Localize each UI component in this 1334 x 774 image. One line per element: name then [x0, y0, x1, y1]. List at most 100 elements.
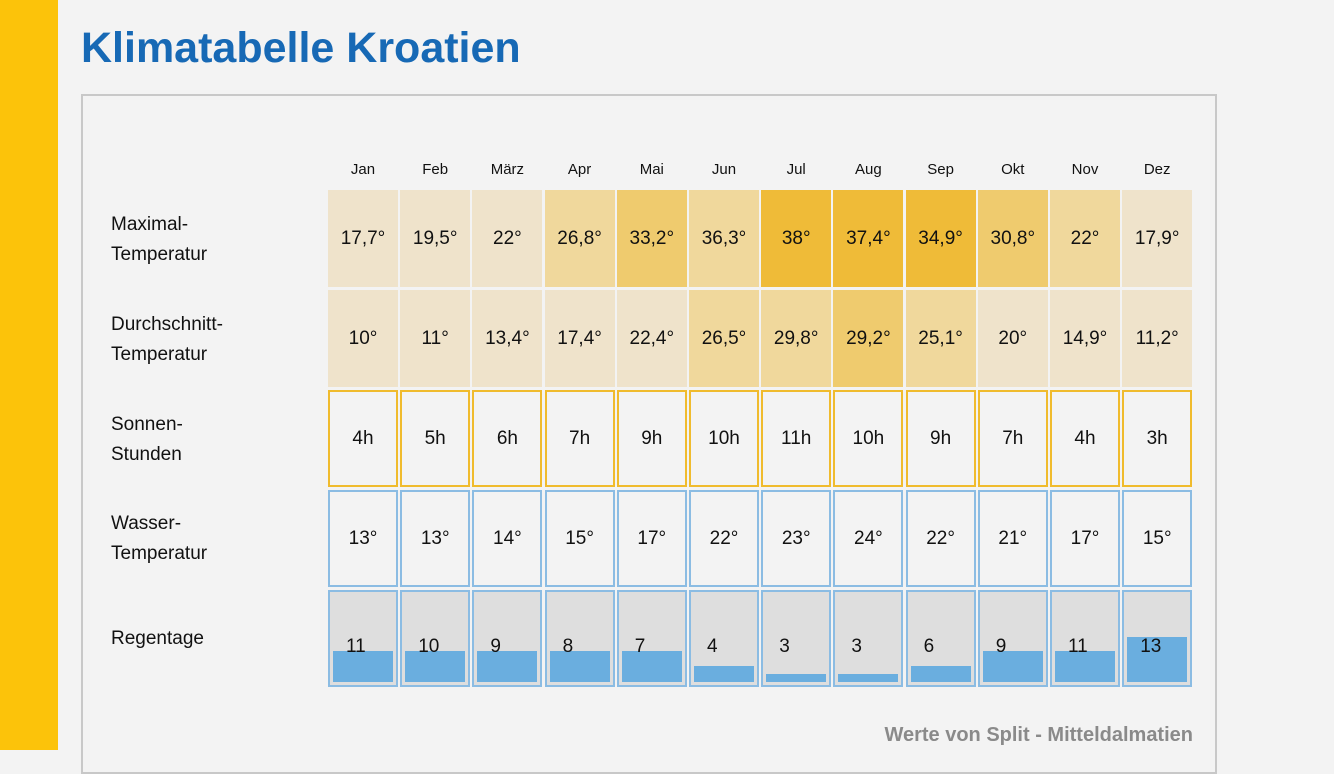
- rain-days-bar: [1127, 636, 1188, 682]
- max-temperature-cell: 26,8°: [544, 190, 615, 287]
- rain-days-value: 10: [418, 636, 440, 657]
- sun-hours-cell: 9h: [905, 390, 976, 487]
- avg-temperature-cell: 20°: [977, 290, 1048, 387]
- rain-days-value: 11: [1068, 636, 1088, 657]
- water-temperature-cell: 13°: [400, 490, 471, 587]
- avg-temperature-cell: 13,4°: [472, 290, 543, 387]
- rain-days-bar: [621, 651, 682, 682]
- row-label-rain-days: Regentage: [111, 624, 204, 654]
- rain-days-cell: 9: [977, 590, 1048, 687]
- water-temperature-cell: 13°: [328, 490, 398, 587]
- max-temperature-cell: 37,4°: [833, 190, 904, 287]
- row-label-line: Sonnen-: [111, 414, 183, 435]
- water-temperature-cell: 17°: [1050, 490, 1120, 587]
- water-temperature-cell: 21°: [977, 490, 1048, 587]
- rain-days-cell: 10: [400, 590, 471, 687]
- avg-temperature-cell: 14,9°: [1050, 290, 1120, 387]
- rain-days-value: 11: [346, 636, 366, 657]
- rain-days-bar: [910, 666, 971, 682]
- rain-days-cell: 11: [328, 590, 398, 687]
- rain-days-value: 3: [779, 636, 790, 657]
- rain-days-bar: [838, 674, 899, 682]
- water-temperature-cell: 22°: [689, 490, 759, 587]
- rain-days-cell: 9: [472, 590, 543, 687]
- avg-temperature-cell: 26,5°: [689, 290, 759, 387]
- row-label-line: Regentage: [111, 628, 204, 649]
- sun-hours-cell: 7h: [544, 390, 615, 487]
- rain-days-bar: [982, 651, 1043, 682]
- water-temperature-cell: 17°: [616, 490, 687, 587]
- sun-hours-cell: 4h: [328, 390, 398, 487]
- month-header: Aug: [855, 161, 882, 178]
- rain-days-cell: 6: [905, 590, 976, 687]
- sun-hours-cell: 3h: [1122, 390, 1193, 487]
- water-temperature-cell: 22°: [905, 490, 976, 587]
- max-temperature-cell: 22°: [472, 190, 543, 287]
- row-label-line: Temperatur: [111, 244, 208, 265]
- rain-days-value: 6: [923, 636, 935, 657]
- page-title: Klimatabelle Kroatien: [81, 24, 521, 72]
- rain-days-bar: [549, 651, 610, 682]
- sun-hours-cell: 7h: [977, 390, 1048, 487]
- month-header: März: [490, 161, 525, 178]
- month-header: Dez: [1143, 161, 1171, 178]
- rain-days-cell: 7: [616, 590, 687, 687]
- max-temperature-cell: 19,5°: [400, 190, 471, 287]
- rain-days-bar: [694, 666, 754, 682]
- source-note: Werte von Split - Mitteldalmatien: [884, 724, 1193, 746]
- row-label-max-temperature: Maximal- Temperatur: [111, 210, 207, 270]
- month-header: Jul: [786, 161, 806, 178]
- max-temperature-cell: 30,8°: [977, 190, 1048, 287]
- row-label-line: Temperatur: [111, 344, 208, 365]
- avg-temperature-cell: 22,4°: [616, 290, 687, 387]
- max-temperature-cell: 17,7°: [328, 190, 398, 287]
- avg-temperature-cell: 11,2°: [1122, 290, 1193, 387]
- month-header: Okt: [1001, 161, 1025, 178]
- accent-side-bar: [0, 0, 58, 750]
- month-header: Jun: [711, 161, 737, 178]
- sun-hours-cell: 9h: [616, 390, 687, 487]
- row-label-water-temperature: Wasser- Temperatur: [111, 509, 207, 569]
- rain-days-bar: [766, 674, 827, 682]
- max-temperature-cell: 22°: [1050, 190, 1120, 287]
- water-temperature-cell: 24°: [833, 490, 904, 587]
- row-label-line: Maximal-: [111, 214, 189, 235]
- max-temperature-cell: 36,3°: [689, 190, 759, 287]
- rain-days-bar: [1055, 651, 1115, 682]
- month-header: Sep: [927, 161, 954, 178]
- rain-days-bar: [333, 651, 393, 682]
- rain-days-bar: [405, 651, 466, 682]
- rain-days-cell: 8: [544, 590, 615, 687]
- month-header: Jan: [350, 161, 376, 178]
- water-temperature-cell: 14°: [472, 490, 543, 587]
- rain-days-value: 4: [707, 636, 718, 657]
- avg-temperature-cell: 11°: [400, 290, 471, 387]
- avg-temperature-cell: 17,4°: [544, 290, 615, 387]
- rain-days-cell: 13: [1122, 590, 1193, 687]
- row-label-line: Stunden: [111, 444, 182, 465]
- rain-days-cell: 3: [761, 590, 832, 687]
- sun-hours-cell: 6h: [472, 390, 543, 487]
- rain-days-cell: 4: [689, 590, 759, 687]
- rain-days-value: 8: [562, 636, 574, 657]
- month-header: Feb: [422, 161, 449, 178]
- avg-temperature-cell: 25,1°: [905, 290, 976, 387]
- avg-temperature-cell: 29,8°: [761, 290, 832, 387]
- sun-hours-cell: 5h: [400, 390, 471, 487]
- row-label-line: Wasser-: [111, 513, 182, 534]
- max-temperature-cell: 33,2°: [616, 190, 687, 287]
- row-label-line: Durchschnitt-: [111, 314, 223, 335]
- water-temperature-cell: 15°: [1122, 490, 1193, 587]
- row-label-avg-temperature: Durchschnitt- Temperatur: [111, 310, 223, 370]
- max-temperature-cell: 17,9°: [1122, 190, 1193, 287]
- rain-days-value: 13: [1140, 636, 1162, 657]
- rain-days-value: 9: [490, 636, 501, 657]
- water-temperature-cell: 23°: [761, 490, 832, 587]
- avg-temperature-cell: 29,2°: [833, 290, 904, 387]
- max-temperature-cell: 38°: [761, 190, 832, 287]
- sun-hours-cell: 4h: [1050, 390, 1120, 487]
- month-header: Nov: [1071, 161, 1099, 178]
- avg-temperature-cell: 10°: [328, 290, 398, 387]
- water-temperature-cell: 15°: [544, 490, 615, 587]
- sun-hours-cell: 10h: [833, 390, 904, 487]
